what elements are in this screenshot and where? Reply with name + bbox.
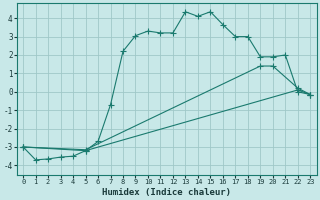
- X-axis label: Humidex (Indice chaleur): Humidex (Indice chaleur): [102, 188, 231, 197]
